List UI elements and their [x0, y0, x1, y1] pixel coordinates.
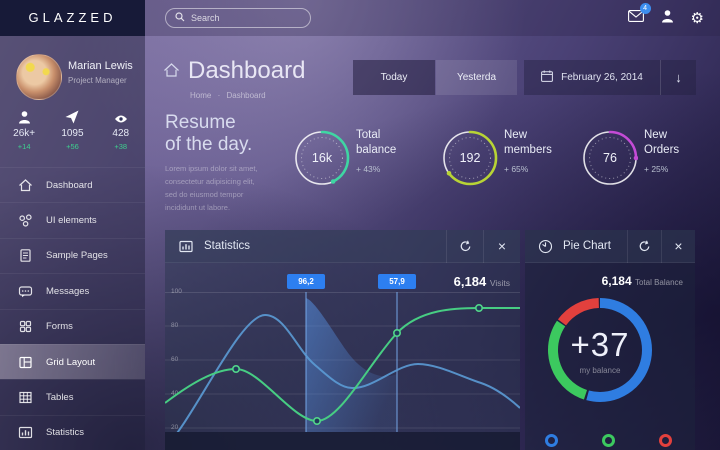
- download-icon[interactable]: ↓: [660, 60, 696, 95]
- close-icon: ×: [497, 238, 507, 254]
- breadcrumb: Home · Dashboard: [190, 91, 270, 100]
- sidebar-item-ui-elements[interactable]: UI elements: [0, 202, 145, 237]
- breadcrumb-current: Dashboard: [226, 91, 266, 100]
- mail-icon[interactable]: 4: [627, 3, 651, 27]
- balance-donut-chart: +37 my balance: [543, 293, 657, 407]
- statistics-panel-title: Statistics: [204, 240, 251, 252]
- new-orders-label: New Orders + 25%: [644, 129, 680, 174]
- yesterday-button[interactable]: Yesterda: [436, 60, 517, 95]
- page-home-icon: [163, 62, 180, 83]
- total-balance-circle: 16k: [294, 130, 350, 186]
- user-stats: 26k+ +14 1095 +56 428 +38: [0, 108, 145, 151]
- statistics-panel: Statistics × 96,2 57,9 6,184 Visits 100 …: [165, 229, 520, 450]
- chart-tooltip-1: 96,2: [287, 274, 325, 289]
- pie-chart-panel: Pie Chart × 6,184 Total Balance +37 my b…: [525, 229, 695, 450]
- total-balance-label: Total balance + 43%: [356, 129, 397, 174]
- search-icon: [175, 9, 185, 27]
- followers-icon: [0, 108, 48, 124]
- resume-description: Lorem ipsum dolor sit amet, consectetur …: [165, 164, 258, 212]
- pie-panel-header: Pie Chart ×: [525, 229, 695, 263]
- new-orders-circle: 76: [582, 130, 639, 186]
- visits-counter: 6,184 Visits: [453, 274, 510, 289]
- statistics-panel-footer: [165, 432, 520, 450]
- refresh-icon: [639, 240, 650, 251]
- sidebar-item-tables[interactable]: Tables: [0, 379, 145, 414]
- refresh-icon: [460, 240, 470, 251]
- stat-followers: 26k+ +14: [0, 108, 48, 151]
- topbar-right: 4 ⚙: [145, 0, 720, 36]
- pie-close-button[interactable]: ×: [661, 229, 695, 263]
- pie-chart-icon: [538, 239, 553, 254]
- sidebar-item-statistics[interactable]: Statistics: [0, 414, 145, 450]
- forms-icon: [19, 321, 32, 333]
- settings-gear-icon[interactable]: ⚙: [690, 9, 704, 27]
- legend-red-ring[interactable]: [659, 434, 672, 447]
- calendar-icon: [541, 70, 554, 85]
- statistics-close-button[interactable]: ×: [483, 229, 520, 263]
- user-icon[interactable]: [661, 9, 674, 28]
- user-role: Project Manager: [68, 76, 127, 85]
- statistics-panel-icon: [178, 239, 194, 254]
- app-logo: GLAZZED: [0, 0, 145, 36]
- sidebar-item-dashboard[interactable]: Dashboard: [0, 167, 145, 202]
- y-tick-20: 20: [171, 424, 178, 431]
- avatar[interactable]: [16, 54, 62, 100]
- y-tick-60: 60: [171, 356, 178, 363]
- y-tick-80: 80: [171, 322, 178, 329]
- statistics-refresh-button[interactable]: [446, 229, 483, 263]
- date-picker: February 26, 2014 ↓: [524, 60, 696, 95]
- total-balance-counter: 6,184 Total Balance: [601, 274, 683, 288]
- statistics-panel-header: Statistics ×: [165, 229, 520, 263]
- line-chart: [165, 292, 520, 432]
- messages-icon: [18, 286, 33, 298]
- date-label: February 26, 2014: [561, 72, 643, 83]
- page-title: Dashboard: [188, 57, 306, 84]
- new-members-circle: 192: [442, 130, 498, 186]
- date-picker-main[interactable]: February 26, 2014: [524, 70, 660, 85]
- tables-icon: [19, 391, 32, 404]
- sidebar-menu: Dashboard UI elements Sample Pages Messa…: [0, 167, 145, 450]
- resume-title: Resume of the day.: [165, 112, 253, 155]
- eye-icon: [97, 108, 145, 124]
- sidebar-item-forms[interactable]: Forms: [0, 308, 145, 344]
- topbar: GLAZZED 4 ⚙: [0, 0, 720, 36]
- legend-blue-ring[interactable]: [545, 434, 558, 447]
- pie-refresh-button[interactable]: [627, 229, 661, 263]
- search-input[interactable]: [191, 13, 291, 23]
- pie-panel-title: Pie Chart: [563, 240, 611, 252]
- today-button[interactable]: Today: [353, 60, 435, 95]
- y-tick-100: 100: [171, 288, 182, 295]
- breadcrumb-separator: ·: [217, 91, 221, 100]
- chart-tooltip-2: 57,9: [378, 274, 416, 289]
- user-name: Marian Lewis: [68, 60, 133, 72]
- stat-sent: 1095 +56: [48, 108, 96, 151]
- statistics-icon: [18, 427, 33, 439]
- breadcrumb-home[interactable]: Home: [190, 91, 212, 100]
- close-icon: ×: [674, 238, 683, 254]
- new-members-label: New members + 65%: [504, 129, 552, 174]
- mail-badge: 4: [639, 3, 651, 14]
- grid-layout-icon: [19, 356, 32, 368]
- sidebar: Marian Lewis Project Manager 26k+ +14 10…: [0, 36, 145, 450]
- legend-green-ring[interactable]: [602, 434, 615, 447]
- sidebar-item-sample-pages[interactable]: Sample Pages: [0, 237, 145, 273]
- stat-views: 428 +38: [97, 108, 145, 151]
- home-icon: [19, 178, 32, 191]
- sidebar-item-messages[interactable]: Messages: [0, 273, 145, 308]
- donut-center-label: +37 my balance: [570, 325, 630, 375]
- search-box[interactable]: [165, 8, 311, 28]
- pages-icon: [20, 249, 31, 263]
- y-tick-40: 40: [171, 390, 178, 397]
- ui-elements-icon: [19, 214, 32, 227]
- send-icon: [48, 108, 96, 124]
- sidebar-item-grid-layout[interactable]: Grid Layout: [0, 343, 145, 380]
